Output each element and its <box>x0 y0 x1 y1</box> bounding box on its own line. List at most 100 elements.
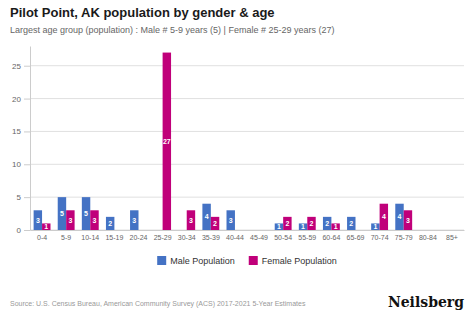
x-tick-label: 65-69 <box>347 234 365 241</box>
data-label: 1 <box>44 223 48 230</box>
x-tick-label: 15-19 <box>105 234 123 241</box>
y-tick: 5 <box>17 193 30 202</box>
x-tick-label: 5-9 <box>61 234 71 241</box>
x-tick-label: 85+ <box>446 234 458 241</box>
x-tick: 40-44 <box>226 234 244 241</box>
bar <box>347 217 355 230</box>
x-tick: 50-54 <box>274 234 292 241</box>
y-tick-mark <box>24 230 30 231</box>
bar <box>202 204 210 230</box>
bar <box>34 210 42 230</box>
data-label: 3 <box>36 217 40 224</box>
bar <box>356 230 364 231</box>
subtitle: Largest age group (population) : Male # … <box>10 25 335 35</box>
bar <box>275 223 283 230</box>
x-tick: 85+ <box>446 234 458 241</box>
chart: Pilot Point, AK population by gender & a… <box>0 0 474 316</box>
bar <box>106 217 114 230</box>
grid-line <box>30 164 464 165</box>
bar <box>452 230 460 231</box>
y-tick-label: 5 <box>17 193 22 202</box>
bar <box>331 223 339 230</box>
x-tick: 35-39 <box>202 234 220 241</box>
y-tick: 25 <box>12 62 30 71</box>
annotation: Neilsberg <box>388 294 464 310</box>
data-label: 3 <box>132 217 136 224</box>
x-tick: 55-59 <box>298 234 316 241</box>
y-tick-mark <box>24 66 30 67</box>
x-tick-label: 70-74 <box>371 234 389 241</box>
data-label: 3 <box>189 217 193 224</box>
data-label: 1 <box>277 223 281 230</box>
x-tick: 0-4 <box>37 234 47 241</box>
x-tick: 65-69 <box>347 234 365 241</box>
legend-swatch <box>157 256 166 265</box>
x-tick-label: 50-54 <box>274 234 292 241</box>
x-tick-label: 55-59 <box>298 234 316 241</box>
data-label: 27 <box>163 138 171 145</box>
bar <box>323 217 331 230</box>
x-tick: 15-19 <box>105 234 123 241</box>
bar <box>227 210 235 230</box>
x-tick: 75-79 <box>395 234 413 241</box>
x-tick-label: 60-64 <box>322 234 340 241</box>
data-label: 4 <box>205 213 209 220</box>
data-label: 2 <box>108 220 112 227</box>
x-tick-label: 0-4 <box>37 234 47 241</box>
bar <box>307 217 315 230</box>
bar <box>380 204 388 230</box>
x-axis-line <box>31 230 465 231</box>
y-tick-mark <box>24 131 30 132</box>
bar <box>178 230 186 231</box>
legend-label: Female Population <box>262 256 337 266</box>
x-tick: 5-9 <box>61 234 71 241</box>
bar <box>163 53 171 230</box>
y-tick-mark <box>24 99 30 100</box>
data-label: 1 <box>373 223 377 230</box>
bar <box>58 197 66 230</box>
x-axis: 0-4 5-9 10-14 15-19 20-24 25-29 30-34 35-39 40-4… <box>31 231 465 241</box>
data-label: 2 <box>349 220 353 227</box>
x-tick: 30-34 <box>178 234 196 241</box>
grid <box>30 66 464 230</box>
bar <box>235 230 243 231</box>
bar <box>139 230 147 231</box>
data-label: 5 <box>84 210 88 217</box>
bar <box>66 210 74 230</box>
data-label: 2 <box>213 220 217 227</box>
bar <box>154 230 162 231</box>
bar <box>428 230 436 231</box>
grid-line <box>30 65 464 66</box>
data-label: 5 <box>60 210 64 217</box>
bar <box>283 217 291 230</box>
y-tick-label: 25 <box>12 62 21 71</box>
bar <box>371 223 379 230</box>
legend-item: Male Population <box>157 256 235 266</box>
y-tick-mark <box>24 197 30 198</box>
legend-item: Female Population <box>249 256 337 266</box>
data-label: 4 <box>398 213 402 220</box>
x-tick-label: 75-79 <box>395 234 413 241</box>
x-tick-label: 10-14 <box>81 234 99 241</box>
data-label: 3 <box>229 217 233 224</box>
y-tick: 0 <box>17 226 30 235</box>
bar <box>90 210 98 230</box>
y-tick: 10 <box>12 160 30 169</box>
bar <box>42 223 50 230</box>
x-tick: 70-74 <box>371 234 389 241</box>
x-tick-label: 20-24 <box>130 234 148 241</box>
y-axis: 0510152025 <box>12 47 30 236</box>
data-label: 2 <box>325 220 329 227</box>
title: Pilot Point, AK population by gender & a… <box>10 5 275 20</box>
x-tick-label: 35-39 <box>202 234 220 241</box>
x-tick-label: 25-29 <box>154 234 172 241</box>
data-label: 4 <box>382 213 386 220</box>
y-tick-label: 0 <box>17 226 22 235</box>
bar <box>251 230 259 231</box>
bar <box>187 210 195 230</box>
y-tick-label: 10 <box>12 160 21 169</box>
data-label: 2 <box>310 220 314 227</box>
x-tick: 10-14 <box>81 234 99 241</box>
y-tick-mark <box>24 164 30 165</box>
y-axis-line <box>30 47 31 231</box>
